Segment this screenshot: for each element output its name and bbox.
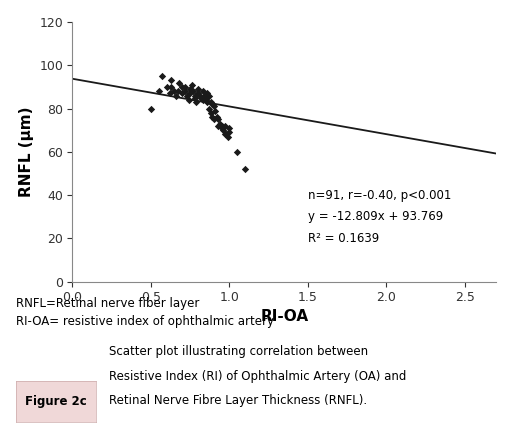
Point (189, 88, 197, 95)
Point (185, 96, 193, 103)
Point (167, 77, 175, 84)
Point (221, 131, 229, 138)
Text: y = -12.809x + 93.769: y = -12.809x + 93.769 (308, 210, 443, 223)
Text: Resistive Index (RI) of Ophthalmic Artery (OA) and: Resistive Index (RI) of Ophthalmic Arter… (109, 370, 406, 383)
Point (186, 85, 194, 92)
Point (222, 131, 231, 138)
Text: R² = 0.1639: R² = 0.1639 (308, 232, 379, 245)
Point (205, 92, 213, 99)
Point (194, 85, 202, 92)
Point (195, 92, 204, 99)
Point (181, 84, 190, 91)
Point (199, 96, 207, 103)
Point (162, 84, 171, 91)
Point (175, 79, 184, 86)
Point (216, 120, 224, 127)
Point (202, 96, 210, 103)
Point (191, 92, 199, 99)
Point (192, 99, 201, 106)
Point (209, 116, 218, 123)
Point (155, 88, 163, 95)
Point (199, 88, 207, 95)
Point (202, 94, 210, 101)
Point (205, 105, 213, 112)
Point (197, 94, 205, 101)
Point (214, 116, 222, 123)
Point (147, 105, 155, 112)
Point (233, 148, 241, 155)
Point (178, 90, 187, 97)
Point (225, 125, 234, 132)
Text: Figure 2c: Figure 2c (25, 395, 86, 408)
Text: RNFL=Retinal nerve fiber layer: RNFL=Retinal nerve fiber layer (16, 297, 199, 310)
Point (225, 129, 234, 136)
Point (203, 90, 211, 97)
Point (165, 90, 174, 97)
Point (208, 114, 216, 121)
Point (172, 92, 180, 99)
Point (183, 92, 191, 99)
Y-axis label: RNFL (μm): RNFL (μm) (19, 106, 34, 197)
Text: RI-OA= resistive index of ophthalmic artery: RI-OA= resistive index of ophthalmic art… (16, 315, 273, 328)
Point (191, 94, 199, 101)
Point (188, 81, 196, 88)
Point (219, 127, 227, 134)
Point (194, 90, 202, 97)
Point (206, 110, 215, 117)
Point (178, 84, 187, 91)
Point (209, 103, 218, 110)
Text: Retinal Nerve Fibre Layer Thickness (RNFL).: Retinal Nerve Fibre Layer Thickness (RNF… (109, 394, 367, 407)
Point (173, 88, 181, 95)
Point (181, 88, 190, 95)
Point (218, 122, 226, 129)
Point (203, 99, 211, 106)
Point (221, 122, 229, 129)
Point (208, 101, 216, 108)
Point (241, 165, 249, 172)
Point (212, 114, 221, 121)
Point (200, 92, 208, 99)
Point (224, 133, 232, 140)
Point (211, 107, 219, 114)
Point (218, 125, 226, 132)
Text: n=91, r=-0.40, p<0.001: n=91, r=-0.40, p<0.001 (308, 189, 451, 202)
Point (158, 73, 166, 80)
Point (206, 99, 215, 106)
Text: Scatter plot illustrating correlation between: Scatter plot illustrating correlation be… (109, 345, 368, 359)
Point (167, 84, 175, 91)
Point (170, 88, 178, 95)
X-axis label: RI-OA: RI-OA (260, 309, 309, 324)
Point (214, 122, 222, 129)
Point (186, 90, 194, 97)
